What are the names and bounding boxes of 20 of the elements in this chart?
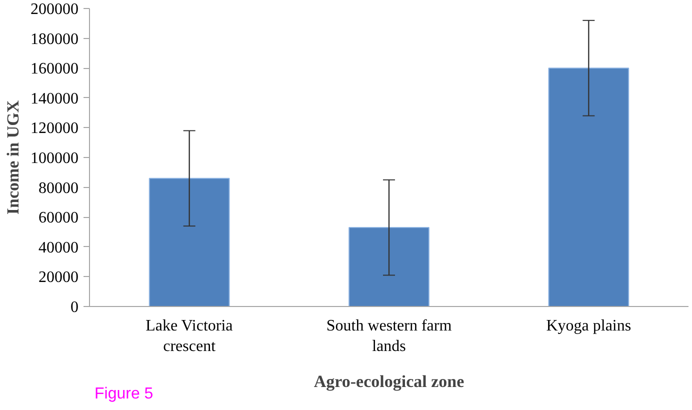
x-tick-label: South western farm lands [326,318,452,355]
y-tick-label: 140000 [30,90,78,108]
x-tick-label: Kyoga plains [546,318,632,334]
x-tick-label: Lake Victoria crescent [146,318,233,355]
bar [148,178,230,306]
y-tick-label: 40000 [38,239,78,256]
bar [348,227,430,306]
y-tick-label: 20000 [38,269,78,286]
y-tick-label: 200000 [30,1,78,18]
y-tick-label: 0 [70,299,78,316]
caption: Figure 5 [94,386,154,402]
y-tick-label: 160000 [30,60,78,78]
y-tick-label: 180000 [30,30,78,48]
y-axis-title: Income in UGX [4,100,22,215]
y-tick-label: 120000 [30,120,78,138]
bar [548,68,630,306]
x-axis-title: Agro-ecological zone [314,372,465,391]
y-tick-label: 60000 [38,210,78,227]
y-tick-label: 80000 [38,180,78,197]
y-tick-label: 100000 [30,150,78,167]
